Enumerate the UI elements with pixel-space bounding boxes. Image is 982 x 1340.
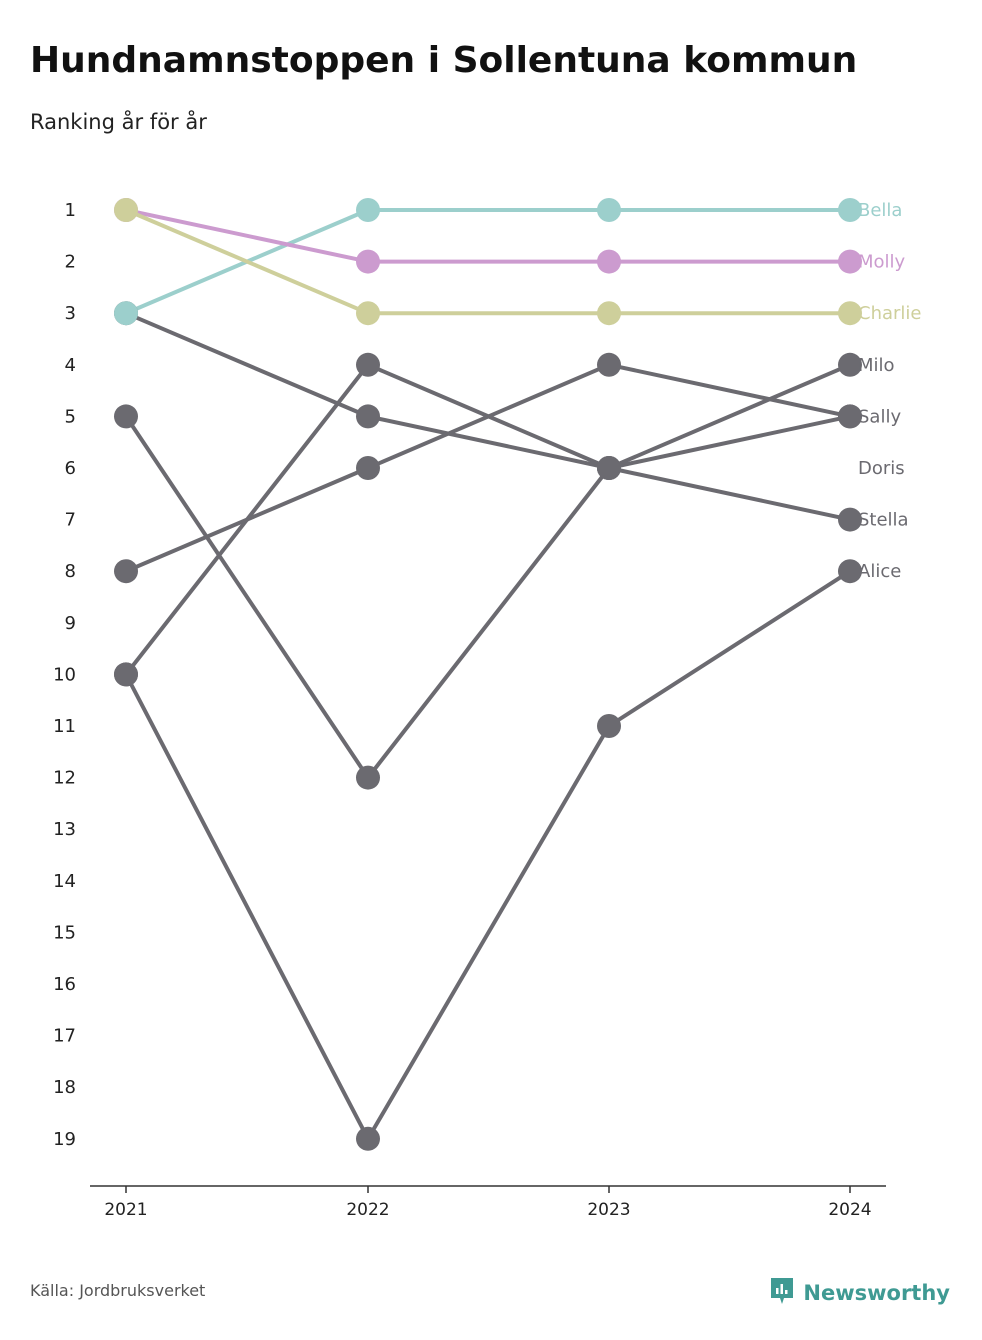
data-point-sally [114,404,138,429]
data-point-bella [356,198,380,222]
data-point-charlie [356,301,380,326]
y-tick-label: 5 [65,406,76,427]
y-tick-label: 15 [53,922,76,943]
data-point-bella [838,198,862,222]
y-tick-label: 13 [53,819,76,840]
data-point-molly [597,249,621,274]
y-tick-label: 4 [65,355,76,376]
data-point-alice [597,714,621,738]
series-line-alice [124,569,852,1141]
series-label-doris: Doris [858,458,905,479]
data-point-series-8 [356,456,380,480]
data-point-charlie [597,301,621,326]
data-point-milo [356,352,380,377]
y-tick-label: 7 [65,510,76,531]
data-point-charlie [114,198,138,222]
data-point-alice [356,1126,380,1151]
data-point-stella [597,456,621,480]
data-point-bella [114,301,138,326]
data-point-milo [838,352,862,377]
brand-name: Newsworthy [803,1281,950,1305]
x-axis-ticks: 2021 2022 2023 2024 [104,1186,872,1220]
y-tick-label: 1 [65,200,76,221]
data-point-alice [114,662,138,687]
series-line-sally [124,414,851,780]
data-point-series-8 [114,559,138,584]
y-tick-label: 6 [65,458,76,479]
series-line-molly [125,208,850,264]
series-line-charlie [125,208,850,316]
series-label-bella: Bella [858,200,902,221]
x-tick-label: 2022 [346,1200,389,1220]
data-point-sally [356,765,380,790]
newsworthy-logo-icon [769,1276,795,1310]
series-label-molly: Molly [858,252,906,273]
data-point-charlie [838,301,862,326]
series-line-stella [125,311,851,522]
brand-logo[interactable]: Newsworthy [769,1276,950,1310]
data-point-molly [356,249,380,274]
data-point-bella [597,198,621,222]
series-end-labels: Milo Sally Doris Stella Alice Bella Molly Charl… [858,200,921,582]
series-label-alice: Alice [858,561,901,582]
y-tick-label: 2 [65,252,76,273]
data-point-stella [838,507,862,532]
data-point-alice [838,559,862,584]
series-points [114,198,862,1151]
series-line-series-8 [125,362,851,574]
data-point-molly [838,249,862,274]
data-point-stella [356,404,380,429]
chart-subtitle: Ranking år för år [30,110,207,134]
y-tick-label: 18 [53,1077,76,1098]
y-tick-label: 9 [65,613,76,634]
y-tick-label: 19 [53,1129,76,1150]
y-tick-label: 14 [53,871,76,892]
source-note: Källa: Jordbruksverket [30,1281,206,1300]
series-lines [124,208,852,1141]
data-point-series-8 [597,352,621,377]
x-tick-label: 2023 [587,1200,630,1220]
series-label-milo: Milo [858,355,895,376]
series-label-stella: Stella [858,510,909,531]
series-label-sally: Sally [858,406,901,427]
series-line-milo [124,362,851,676]
y-tick-label: 16 [53,974,76,995]
y-tick-label: 10 [53,664,76,685]
x-tick-label: 2024 [828,1200,871,1220]
y-tick-label: 11 [53,716,76,737]
chart-title: Hundnamnstoppen i Sollentuna kommun [30,40,858,81]
data-point-series-8 [838,404,862,429]
y-tick-label: 12 [53,768,76,789]
y-tick-label: 3 [65,303,76,324]
x-tick-label: 2021 [104,1200,147,1220]
y-tick-label: 17 [53,1026,76,1047]
y-tick-label: 8 [65,561,76,582]
series-label-charlie: Charlie [858,303,921,324]
